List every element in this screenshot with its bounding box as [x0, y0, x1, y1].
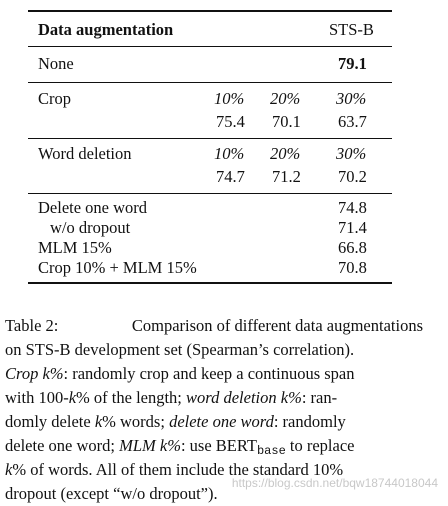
wd-value-30: 70.2 [338, 167, 367, 186]
row-mlm-label: MLM 15% [38, 238, 112, 257]
caption-word-deletion-term: word deletion k% [186, 388, 302, 407]
header-sts-b: STS-B [329, 20, 374, 39]
row-crop-label: Crop [38, 89, 71, 108]
caption-text-6a: delete one word; [5, 436, 115, 455]
row-delete-one-word-value: 74.8 [338, 198, 367, 217]
caption-bert-base-subscript: base [256, 444, 286, 458]
row-word-deletion-label: Word deletion [38, 144, 132, 163]
caption-text-4c: % of the length; [76, 388, 182, 407]
wd-pct-30: 30% [336, 144, 367, 163]
caption-label: Table 2: [5, 316, 59, 335]
header-rule [28, 46, 392, 47]
caption-line-7: k% of words. All of them include the sta… [5, 458, 423, 482]
wd-pct-20: 20% [270, 144, 301, 163]
wd-value-10: 74.7 [216, 167, 245, 186]
caption-text-5c: % words; [102, 412, 165, 431]
row-delete-one-word-label: Delete one word [38, 198, 148, 217]
caption-line-4: with 100-k% of the length; word deletion… [5, 386, 423, 410]
wd-pct-10: 10% [214, 144, 245, 163]
crop-value-30: 63.7 [338, 112, 367, 131]
caption-text-1: Comparison of different data augmentatio… [131, 316, 423, 335]
caption-line-2: on STS-B development set (Spearman’s cor… [5, 338, 423, 362]
caption-line-8: dropout (except “w/o dropout”). [5, 482, 423, 506]
row-wo-dropout-value: 71.4 [338, 218, 367, 237]
caption-text-2: on STS-B development set (Spearman’s cor… [5, 340, 355, 359]
caption-text-6e: to replace [289, 436, 355, 455]
row-none-value: 79.1 [338, 54, 367, 73]
rule-after-word-deletion [28, 193, 392, 194]
row-crop-mlm-value: 70.8 [338, 258, 367, 277]
crop-pct-20: 20% [270, 89, 301, 108]
caption-k-7: k [5, 460, 13, 479]
bottom-rule [28, 282, 392, 284]
row-crop-mlm-label: Crop 10% + MLM 15% [38, 258, 197, 277]
caption-k-4: k [68, 388, 77, 407]
caption-line-6: delete one word; MLM k%: use BERTbase to… [5, 434, 423, 458]
crop-pct-10: 10% [214, 89, 245, 108]
caption-text-8: dropout (except “w/o dropout”). [5, 484, 218, 503]
caption-k-5: k [94, 412, 103, 431]
caption-text-4e: : ran- [301, 388, 338, 407]
caption-text-5a: domly delete [5, 412, 91, 431]
caption-text-5e: : randomly [273, 412, 346, 431]
rule-after-none [28, 82, 392, 83]
header-data-augmentation: Data augmentation [38, 20, 174, 39]
caption-text-6c: : use BERT [180, 436, 257, 455]
caption-text-4a: with 100- [5, 388, 69, 407]
crop-pct-30: 30% [336, 89, 367, 108]
caption-crop-term: Crop k% [5, 364, 64, 383]
watermark: https://blog.csdn.net/bqw18744018044 [231, 476, 438, 490]
table-caption: Table 2: Comparison of different data aug… [5, 314, 423, 506]
top-rule [28, 10, 392, 12]
caption-mlm-term: MLM k% [119, 436, 181, 455]
rule-after-crop [28, 138, 392, 139]
row-mlm-value: 66.8 [338, 238, 367, 257]
caption-delete-one-word-term: delete one word [169, 412, 274, 431]
row-wo-dropout-label: w/o dropout [50, 218, 131, 237]
crop-value-20: 70.1 [272, 112, 301, 131]
row-none-label: None [38, 54, 74, 73]
caption-line-5: domly delete k% words; delete one word: … [5, 410, 423, 434]
caption-line-1: Table 2: Comparison of different data aug… [5, 314, 423, 338]
caption-line-3: Crop k%: randomly crop and keep a contin… [5, 362, 423, 386]
wd-value-20: 71.2 [272, 167, 301, 186]
crop-value-10: 75.4 [216, 112, 245, 131]
augmentation-table: Data augmentation STS-B None 79.1 Crop 1… [28, 8, 392, 284]
caption-text-3: : randomly crop and keep a continuous sp… [63, 364, 355, 383]
caption-text-7b: % of words. All of them include the stan… [12, 460, 344, 479]
